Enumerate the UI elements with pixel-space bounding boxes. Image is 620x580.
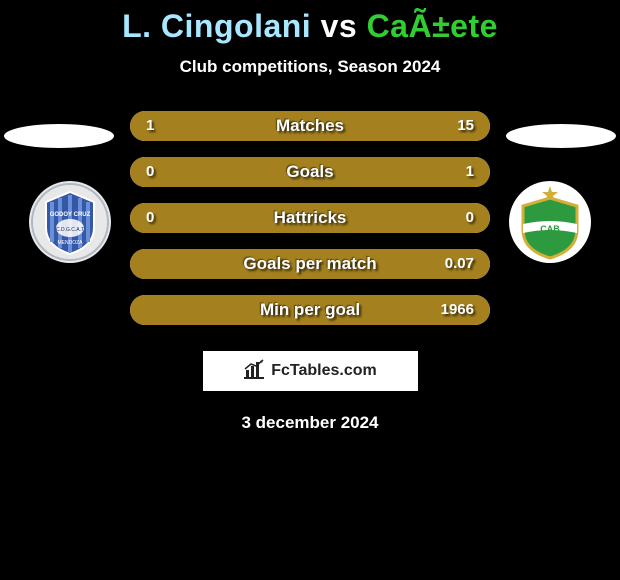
bar-track (130, 295, 490, 325)
bar-track (130, 249, 490, 279)
bar-left-fill (130, 295, 490, 325)
vs-separator: vs (311, 8, 366, 44)
bar-left-fill (130, 249, 490, 279)
bar-track (130, 157, 490, 187)
bar-left-fill (130, 157, 490, 187)
stat-row: Hattricks00 (0, 195, 620, 241)
page-title: L. Cingolani vs CaÃ±ete (0, 8, 620, 45)
subtitle: Club competitions, Season 2024 (0, 57, 620, 77)
player1-name: L. Cingolani (122, 8, 311, 44)
stat-row: Goals per match0.07 (0, 241, 620, 287)
date-text: 3 december 2024 (0, 413, 620, 433)
brand-box[interactable]: FcTables.com (203, 351, 418, 391)
brand-chart-icon (243, 359, 265, 384)
player2-name: CaÃ±ete (367, 8, 498, 44)
bar-track (130, 111, 490, 141)
bar-left-fill (130, 203, 490, 233)
bar-track (130, 203, 490, 233)
stat-row: Min per goal1966 (0, 287, 620, 333)
stat-row: Matches115 (0, 103, 620, 149)
comparison-card: L. Cingolani vs CaÃ±ete Club competition… (0, 0, 620, 433)
bar-left-fill (130, 111, 490, 141)
stat-row: Goals01 (0, 149, 620, 195)
brand-text: FcTables.com (271, 362, 377, 380)
stats-list: Matches115Goals01Hattricks00Goals per ma… (0, 103, 620, 333)
